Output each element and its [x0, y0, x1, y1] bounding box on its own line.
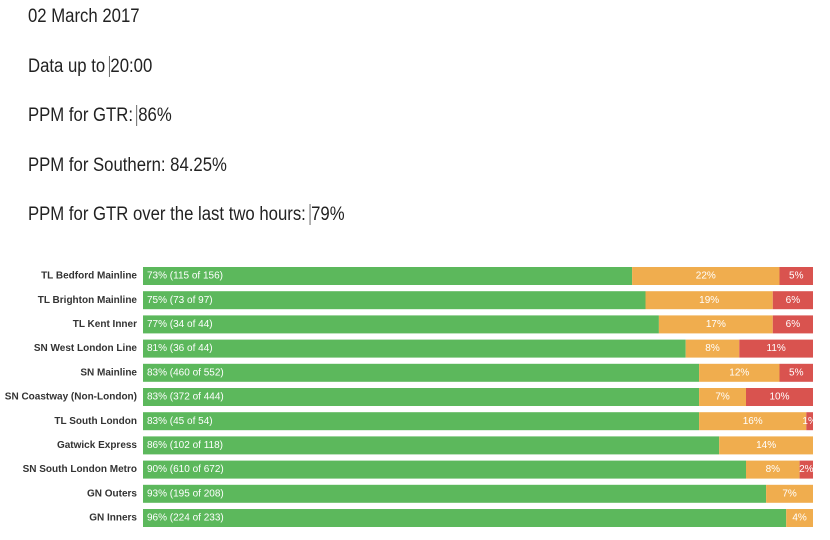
bar-segment	[143, 315, 659, 334]
bar-segment	[143, 509, 787, 527]
bar-segment	[658, 315, 773, 334]
category-label: Gatwick Express	[57, 440, 137, 451]
bar-segment	[143, 363, 700, 382]
bar-segment	[699, 388, 746, 406]
bar-segment	[143, 339, 686, 358]
bar-segment	[143, 436, 720, 455]
value-label: 1%	[802, 416, 817, 427]
value-label: 17%	[706, 319, 726, 330]
value-label: 8%	[766, 464, 781, 475]
bar-segment	[772, 291, 813, 310]
value-label: 96% (224 of 233)	[147, 513, 224, 524]
bar-segment	[143, 388, 700, 406]
value-label: 81% (36 of 44)	[147, 343, 213, 354]
bar-segment	[746, 460, 800, 479]
bar-segment	[143, 412, 700, 431]
category-label: TL Kent Inner	[73, 319, 137, 330]
value-label: 93% (195 of 208)	[147, 488, 224, 499]
header-line: PPM for GTR over the last two hours: 79%	[28, 204, 345, 226]
bar-segment	[143, 291, 646, 310]
bar-segment	[143, 267, 633, 285]
category-label: SN Coastway (Non-London)	[5, 392, 137, 403]
header-text: PPM for GTR:	[28, 105, 133, 126]
value-label: 75% (73 of 97)	[147, 295, 213, 306]
header-line: Data up to 20:00	[28, 55, 153, 78]
category-label: SN West London Line	[34, 343, 138, 354]
header-value: 86%	[136, 105, 172, 126]
value-label: 86% (102 of 118)	[147, 440, 223, 451]
bar-segment	[645, 291, 773, 310]
bar-segment	[779, 363, 813, 382]
value-label: 5%	[789, 271, 804, 282]
header-line: 02 March 2017	[28, 6, 140, 28]
value-label: 5%	[789, 367, 804, 378]
value-label: 16%	[743, 416, 763, 427]
bar-segment	[719, 436, 813, 455]
value-label: 19%	[699, 295, 719, 306]
header-value: 79%	[309, 204, 345, 225]
header-line: PPM for Southern: 84.25%	[28, 155, 227, 177]
header-text: PPM for Southern: 84.25%	[28, 154, 227, 176]
value-label: 73% (115 of 156)	[147, 271, 223, 282]
bar-segment	[806, 412, 813, 431]
bar-segment	[699, 412, 807, 431]
bar-segment	[739, 339, 813, 358]
category-label: TL South London	[54, 416, 137, 427]
value-label: 7%	[715, 392, 730, 403]
value-label: 12%	[729, 367, 749, 378]
header-line: PPM for GTR: 86%	[28, 105, 172, 127]
bar-segment	[699, 363, 780, 382]
value-label: 83% (372 of 444)	[147, 392, 224, 403]
bar-segment	[772, 315, 813, 334]
value-label: 11%	[767, 343, 786, 354]
bar-segment	[685, 339, 740, 358]
value-label: 10%	[769, 392, 789, 403]
bar-segment	[143, 460, 746, 479]
header-text: Data up to	[28, 55, 106, 77]
category-label: TL Brighton Mainline	[38, 295, 138, 306]
bar-segment	[799, 460, 813, 479]
value-label: 90% (610 of 672)	[147, 464, 224, 475]
value-label: 22%	[696, 271, 716, 282]
value-label: 4%	[792, 513, 807, 524]
value-label: 14%	[756, 440, 776, 451]
header-text: PPM for GTR over the last two hours:	[28, 204, 306, 225]
value-label: 7%	[782, 488, 797, 499]
value-label: 77% (34 of 44)	[147, 319, 213, 330]
value-label: 8%	[705, 343, 720, 354]
value-label: 6%	[786, 319, 801, 330]
value-label: 2%	[799, 464, 814, 475]
category-label: SN Mainline	[80, 367, 137, 378]
value-label: 83% (45 of 54)	[147, 416, 213, 427]
category-label: TL Bedford Mainline	[41, 271, 137, 282]
bar-segment	[746, 388, 813, 406]
header-value: 20:00	[108, 55, 153, 77]
bar-segment	[632, 267, 780, 285]
category-label: SN South London Metro	[23, 464, 137, 475]
category-label: GN Outers	[87, 488, 137, 499]
value-label: 6%	[786, 295, 801, 306]
header-text: 02 March 2017	[28, 6, 140, 27]
bar-segment	[779, 267, 813, 285]
bar-segment	[143, 484, 767, 503]
bar-segment	[766, 484, 813, 503]
category-label: GN Inners	[89, 513, 137, 524]
value-label: 83% (460 of 552)	[147, 367, 224, 378]
bar-segment	[786, 509, 813, 527]
